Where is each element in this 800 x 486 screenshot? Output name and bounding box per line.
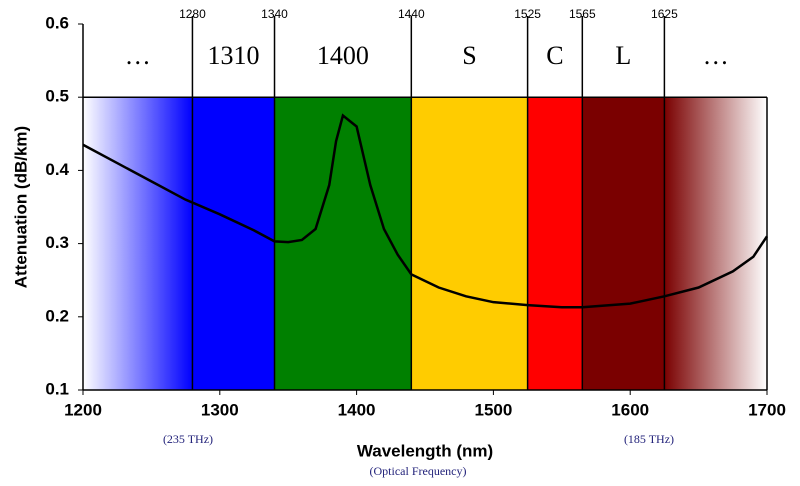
y-tick-label: 0.1 bbox=[45, 379, 69, 398]
band-label: C bbox=[546, 41, 563, 70]
band bbox=[274, 97, 412, 390]
band bbox=[192, 97, 275, 390]
x-axis-label: Wavelength (nm) bbox=[357, 441, 493, 460]
y-tick-label: 0.5 bbox=[45, 87, 69, 106]
y-tick-label: 0.4 bbox=[45, 160, 69, 179]
band-edge-label: 1280 bbox=[179, 7, 206, 21]
x-tick-label: 1500 bbox=[474, 400, 512, 419]
band bbox=[527, 97, 583, 390]
annotation: (Optical Frequency) bbox=[370, 464, 467, 478]
x-tick-label: 1700 bbox=[748, 400, 786, 419]
y-tick-label: 0.6 bbox=[45, 13, 69, 32]
x-tick-label: 1400 bbox=[338, 400, 376, 419]
x-tick-label: 1200 bbox=[64, 400, 102, 419]
band-label: L bbox=[615, 41, 631, 70]
band-label: S bbox=[462, 41, 476, 70]
band-label: 1310 bbox=[207, 41, 259, 70]
band bbox=[664, 97, 767, 390]
band bbox=[582, 97, 665, 390]
band-label: … bbox=[703, 41, 729, 70]
band-edge-label: 1565 bbox=[569, 7, 596, 21]
band-edge-label: 1525 bbox=[514, 7, 541, 21]
annotation: (235 THz) bbox=[163, 432, 213, 446]
y-axis-label: Attenuation (dB/km) bbox=[11, 126, 30, 288]
annotation: (185 THz) bbox=[624, 432, 674, 446]
band-label: … bbox=[125, 41, 151, 70]
x-tick-label: 1600 bbox=[611, 400, 649, 419]
band bbox=[411, 97, 528, 390]
band-edge-label: 1625 bbox=[651, 7, 678, 21]
band-edge-label: 1440 bbox=[398, 7, 425, 21]
attenuation-curve bbox=[82, 113, 769, 309]
band-label: 1400 bbox=[317, 41, 369, 70]
band-edge-label: 1340 bbox=[261, 7, 288, 21]
x-tick-label: 1300 bbox=[201, 400, 239, 419]
y-tick-label: 0.2 bbox=[45, 306, 69, 325]
y-tick-label: 0.3 bbox=[45, 233, 69, 252]
band bbox=[83, 97, 193, 390]
